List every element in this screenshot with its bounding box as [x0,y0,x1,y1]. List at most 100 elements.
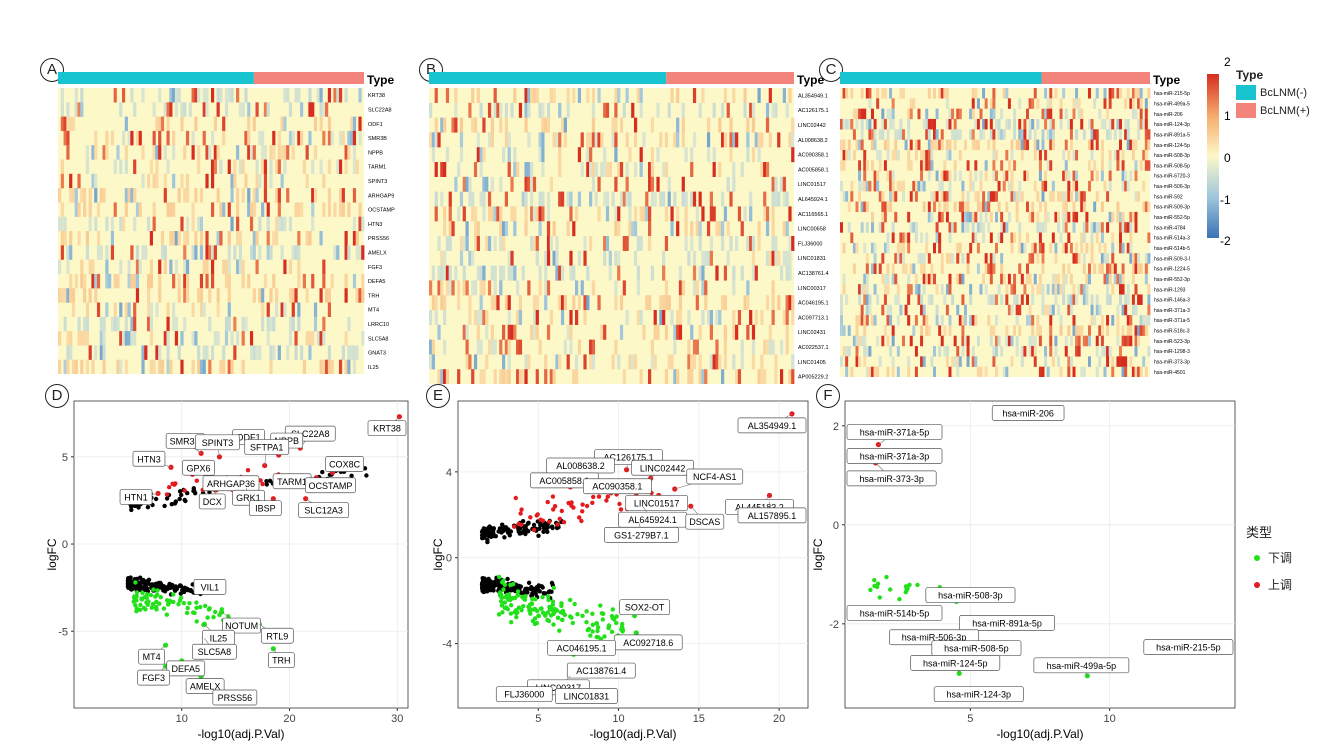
heatmap-cell [538,191,542,207]
y-tick-label: 2 [833,421,839,433]
heatmap-cell [1111,356,1115,367]
heatmap-cell [617,250,621,266]
down-point [132,594,137,599]
heatmap-cell [746,280,750,296]
heatmap-cell [1139,325,1143,336]
heatmap-cell [687,369,691,384]
ns-point [531,522,537,528]
heatmap-cell [124,302,128,317]
heatmap-cell [252,116,256,132]
heatmap-cell [871,211,874,223]
heatmap-cell [502,265,506,281]
heatmap-cell [940,263,944,274]
heatmap-cell [431,147,436,163]
heatmap-cell [927,129,931,140]
heatmap-cell [591,354,596,370]
heatmap-cell [504,132,509,148]
heatmap-row-label: AL354949.1 [798,93,828,99]
heatmap-cell [344,288,348,303]
down-point [192,610,197,616]
heatmap-cell [974,211,978,223]
heatmap-cell [1137,118,1141,130]
heatmap-cell [605,102,610,118]
ns-point [140,585,145,590]
heatmap-cell [863,325,867,336]
heatmap-cell [659,132,663,148]
heatmap-cell [255,173,259,189]
heatmap-cell [927,211,931,223]
heatmap-cell [121,216,126,232]
heatmap-cell [191,88,195,103]
heatmap-cell [945,211,949,223]
heatmap-cell [174,102,179,117]
heatmap-cell [774,369,778,384]
heatmap-cell [333,245,337,260]
heatmap-cell [1049,242,1053,254]
panel-label-f: F [816,384,840,408]
heatmap-cell [355,245,359,260]
heatmap-cell [94,288,98,303]
heatmap-cell [194,245,198,260]
heatmap-cell [1124,366,1128,377]
heatmap-cell [163,259,167,275]
down-point [185,605,190,611]
heatmap-cell [920,170,924,182]
heatmap-cell [124,359,128,374]
down-point [516,605,522,610]
heatmap-cell [969,242,973,254]
heatmap-cell [249,202,254,217]
heatmap-cell [141,345,145,360]
heatmap-row-label: SLC5A8 [368,336,389,342]
heatmap-cell [840,139,843,151]
heatmap-cell [527,102,531,118]
heatmap-cell [1116,160,1120,171]
heatmap-cell [202,88,206,103]
heatmap-cell [695,221,699,237]
heatmap-cell [648,206,652,222]
heatmap-cell [840,160,843,171]
heatmap-cell [774,176,778,192]
heatmap-cell [177,345,181,360]
heatmap-cell [656,176,660,192]
ns-point [496,529,501,534]
heatmap-cell [266,202,270,217]
heatmap-cell [244,130,248,146]
heatmap-cell [166,345,170,360]
heatmap-cell [1036,284,1040,295]
heatmap-cell [437,265,441,281]
y-tick-label: -5 [58,626,68,638]
heatmap-cell [1044,356,1048,367]
heatmap-cell [1126,118,1130,130]
heatmap-cell [586,162,590,177]
heatmap-cell [338,159,343,174]
heatmap-cell [737,310,742,325]
heatmap-cell [479,310,483,325]
point-label-box [737,507,807,524]
heatmap-cell [459,250,464,266]
heatmap-cell [935,315,939,326]
heatmap-cell [690,354,694,370]
heatmap-cell [513,88,517,103]
heatmap-cell [732,88,736,103]
heatmap-cell [516,280,520,296]
heatmap-cell [1139,315,1143,326]
heatmap-cell [782,176,786,192]
heatmap-cell [902,180,905,192]
heatmap-cell [185,273,190,289]
up-point [182,488,187,493]
heatmap-cell [976,98,980,109]
up-point [547,519,552,524]
heatmap-cell [788,265,792,281]
heatmap-cell [327,159,332,174]
heatmap-cell [158,259,162,275]
heatmap-cell [690,236,694,251]
heatmap-cell [113,202,117,217]
heatmap-cell [1095,232,1099,244]
y-tick-label: -2 [829,619,839,631]
heatmap-cell [119,216,123,232]
heatmap-cell [255,188,259,203]
heatmap-cell [940,253,944,264]
heatmap-cell [205,231,209,246]
ns-point [480,582,485,587]
heatmap-cell [987,201,991,213]
